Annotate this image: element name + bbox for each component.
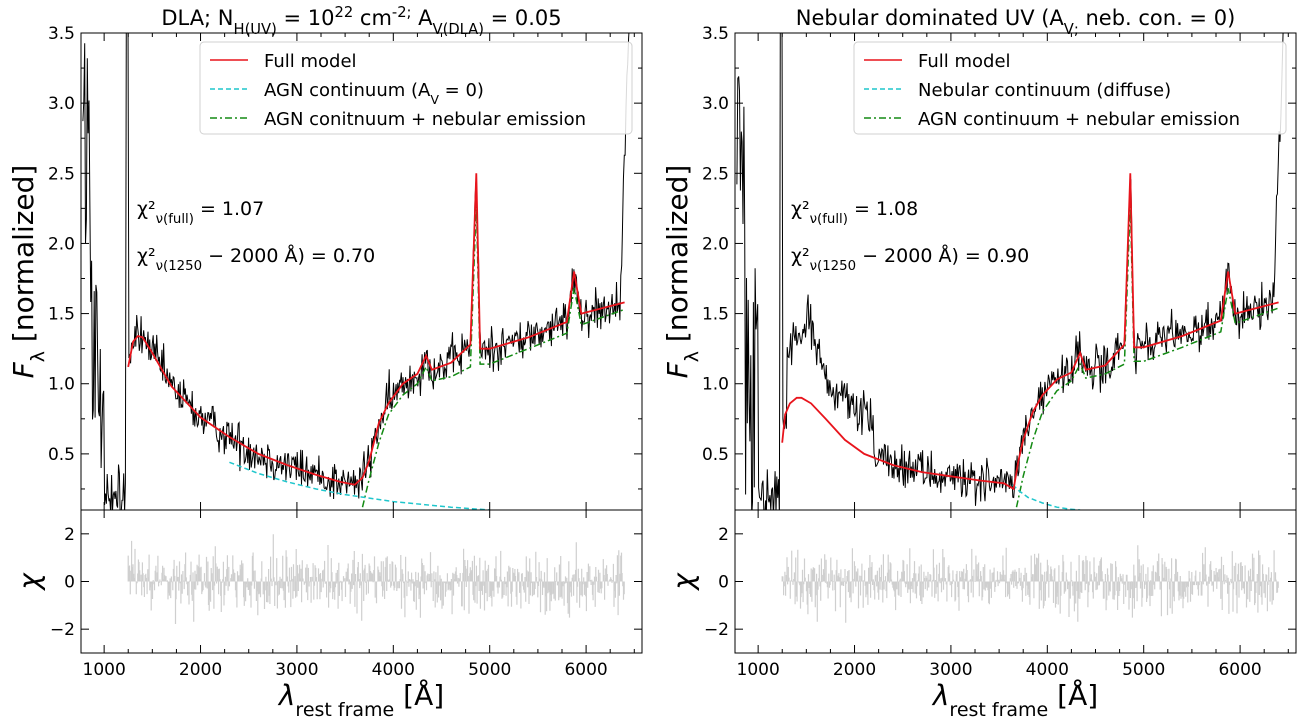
residual-y-axis-label: χ — [13, 572, 46, 592]
y-axis-label: Fλ [normalized] — [661, 165, 703, 379]
chart-title: DLA; NH(UV) = 1022 cm-2; AV(DLA) = 0.05 — [161, 4, 561, 38]
resid-y-tick-label: −2 — [704, 620, 729, 640]
x-tick-label: 4000 — [1026, 660, 1069, 680]
resid-y-tick-label: 2 — [64, 525, 75, 545]
x-axis-label: λrest frame [Å] — [931, 678, 1098, 718]
resid-y-tick-label: 2 — [718, 525, 729, 545]
y-tick-label: 1.0 — [48, 375, 75, 395]
y-tick-label: 2.0 — [48, 234, 75, 254]
chi-square-full-annotation: χ²ν(full) = 1.08 — [791, 198, 918, 227]
y-axis-label: Fλ [normalized] — [7, 165, 49, 379]
series-line-3 — [1015, 201, 1279, 508]
legend-label-1: Full model — [918, 51, 1011, 72]
y-tick-label: 3.5 — [48, 24, 75, 44]
y-tick-label: 1.5 — [48, 305, 75, 325]
observed-spectrum-line — [736, 33, 1284, 510]
legend-label-1: Full model — [264, 51, 357, 72]
x-tick-label: 6000 — [1218, 660, 1261, 680]
resid-y-tick-label: −2 — [50, 620, 75, 640]
chi-square-range-annotation: χ²ν(1250 − 2000 Å) = 0.70 — [137, 244, 375, 274]
legend-box — [853, 41, 1287, 135]
x-tick-label: 3000 — [929, 660, 972, 680]
x-tick-label: 2000 — [179, 660, 222, 680]
series-line-2 — [1012, 484, 1081, 510]
x-axis-label: λrest frame [Å] — [277, 678, 444, 718]
chi-square-full-annotation: χ²ν(full) = 1.07 — [137, 198, 264, 227]
residual-y-axis-label: χ — [667, 572, 700, 592]
y-tick-label: 1.5 — [702, 305, 729, 325]
legend-label-2: AGN continuum (AV = 0) — [264, 80, 484, 107]
chi-square-range-annotation: χ²ν(1250 − 2000 Å) = 0.90 — [791, 244, 1029, 274]
resid-y-tick-label: 0 — [64, 573, 75, 593]
legend-box — [199, 41, 633, 135]
legend-label-3: AGN conitnuum + nebular emission — [264, 109, 586, 130]
y-tick-label: 2.0 — [702, 234, 729, 254]
y-tick-label: 2.5 — [702, 164, 729, 184]
x-tick-label: 1000 — [83, 660, 126, 680]
resid-y-tick-label: 0 — [718, 573, 729, 593]
y-tick-label: 0.5 — [702, 445, 729, 465]
series-line-2 — [229, 461, 490, 510]
series-line-3 — [361, 201, 625, 508]
residual-y-label-group: χ — [667, 572, 700, 592]
x-tick-label: 5000 — [468, 660, 511, 680]
observed-spectrum-line — [82, 33, 630, 510]
y-tick-label: 3.0 — [48, 94, 75, 114]
y-tick-label: 2.5 — [48, 164, 75, 184]
y-axis-label-group: Fλ [normalized] — [7, 165, 49, 379]
legend-label-3: AGN continuum + nebular emission — [918, 109, 1240, 130]
panel-2: Nebular dominated UV (AV; neb. con. = 0)… — [661, 6, 1297, 721]
x-tick-label: 4000 — [372, 660, 415, 680]
residual-y-label-group: χ — [13, 572, 46, 592]
x-tick-label: 1000 — [737, 660, 780, 680]
legend-label-2: Nebular continuum (diffuse) — [918, 80, 1171, 101]
y-tick-label: 3.5 — [702, 24, 729, 44]
chart-title: Nebular dominated UV (AV; neb. con. = 0) — [796, 6, 1236, 38]
x-tick-label: 2000 — [833, 660, 876, 680]
x-tick-label: 3000 — [275, 660, 318, 680]
series-line-1 — [127, 173, 625, 486]
series-line-1 — [781, 173, 1279, 491]
panel-1: DLA; NH(UV) = 1022 cm-2; AV(DLA) = 0.05 0… — [7, 4, 643, 721]
y-axis-label-group: Fλ [normalized] — [661, 165, 703, 379]
y-tick-label: 1.0 — [702, 375, 729, 395]
residual-series — [781, 545, 1279, 623]
x-tick-label: 5000 — [1122, 660, 1165, 680]
y-tick-label: 3.0 — [702, 94, 729, 114]
x-tick-label: 6000 — [564, 660, 607, 680]
y-tick-label: 0.5 — [48, 445, 75, 465]
residual-series — [127, 534, 625, 624]
